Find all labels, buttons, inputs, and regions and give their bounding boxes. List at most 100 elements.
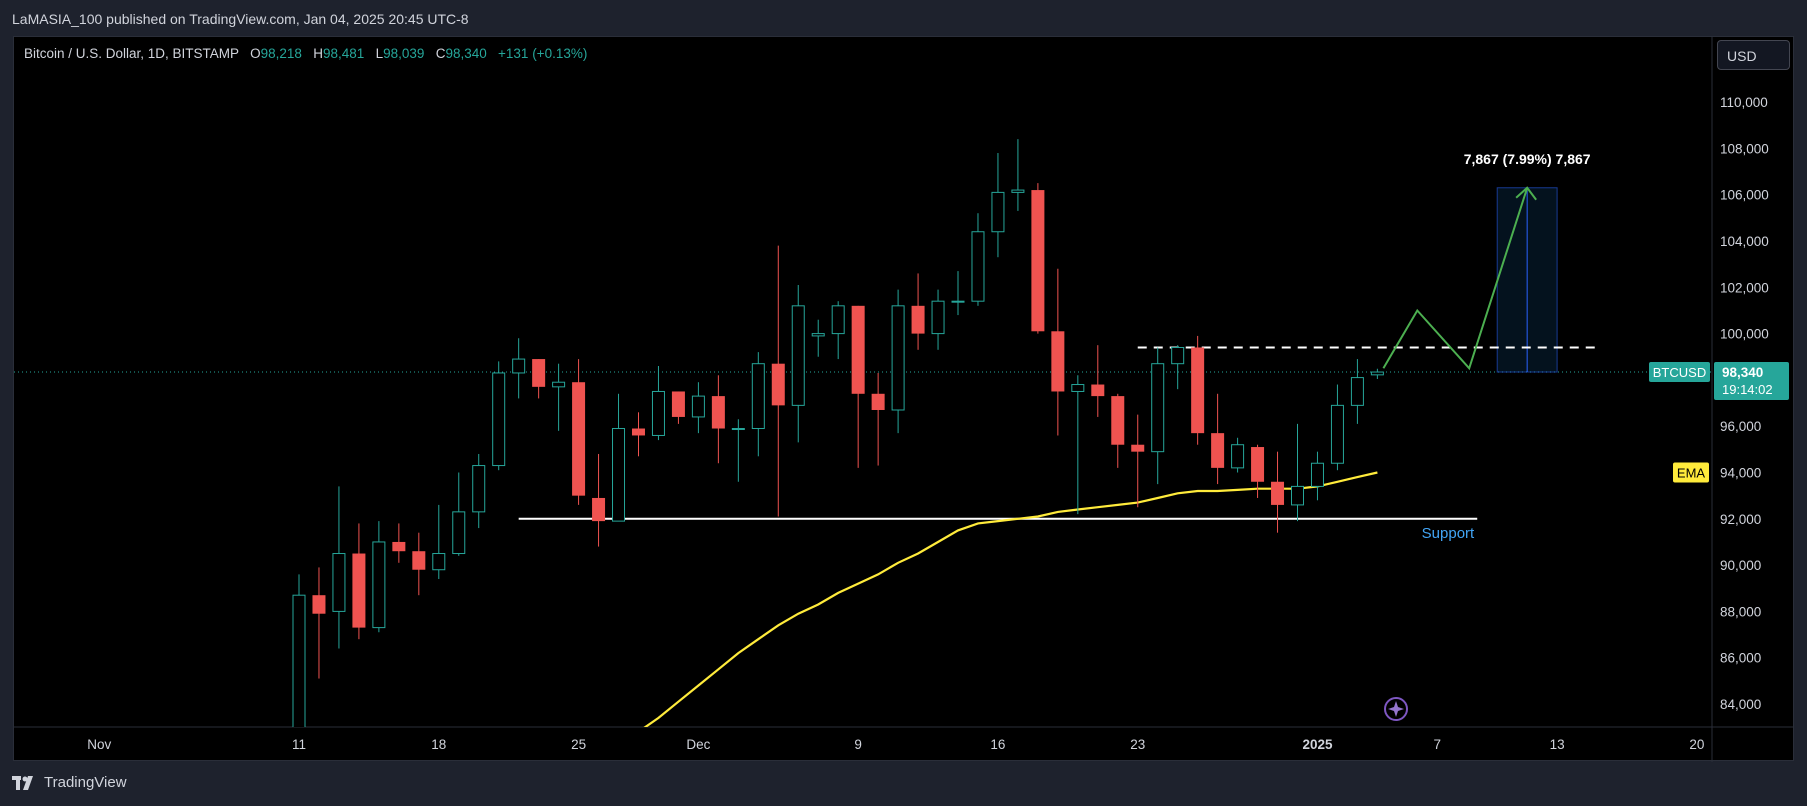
projection-path — [1382, 187, 1529, 371]
legend-close-label: C — [435, 46, 446, 61]
candle-body — [791, 305, 805, 406]
candle-body — [651, 390, 665, 436]
candle-body — [392, 541, 406, 552]
candle-body — [552, 381, 566, 388]
candle-body — [352, 553, 366, 628]
candle-body — [532, 359, 546, 387]
x-tick-label: Nov — [87, 737, 111, 752]
candle-body — [492, 372, 506, 467]
projection-arrowhead — [1515, 186, 1537, 201]
publish-info: LaMASIA_100 published on TradingView.com… — [12, 11, 469, 27]
y-tick-label: 104,000 — [1720, 234, 1769, 249]
legend-symbol: Bitcoin / U.S. Dollar, 1D, BITSTAMP — [24, 46, 239, 61]
x-tick-label: Dec — [686, 737, 710, 752]
candle-body — [751, 363, 765, 430]
candle-body — [991, 191, 1005, 233]
candle-body — [1191, 347, 1205, 434]
candle-body — [1031, 190, 1045, 332]
tradingview-logo-icon — [12, 775, 33, 790]
legend-low-label: L — [375, 46, 384, 61]
candle-body — [731, 428, 745, 431]
candle-body — [432, 553, 446, 571]
candle-body — [1111, 396, 1125, 445]
candle-body — [1291, 485, 1304, 506]
y-tick-label: 86,000 — [1720, 651, 1761, 666]
candle-body — [831, 305, 845, 335]
candle-body — [871, 393, 885, 410]
x-tick-label: 25 — [571, 737, 586, 752]
symbol-tag-bg — [1649, 362, 1710, 383]
sparkle-icon-star — [1388, 701, 1404, 717]
ema-tag-label: EMA — [1677, 466, 1706, 481]
candle-body — [1011, 189, 1025, 193]
legend-change: +131 (+0.13%) — [498, 46, 588, 61]
y-tick-label: 94,000 — [1720, 466, 1761, 481]
legend-open-label: O — [250, 46, 261, 61]
y-tick-label: 102,000 — [1720, 280, 1769, 295]
sparkle-icon-ring — [1384, 697, 1408, 721]
candle-body — [931, 300, 945, 335]
candle-body — [891, 305, 905, 411]
y-tick-label: 100,000 — [1720, 327, 1769, 342]
candle-body — [1211, 433, 1225, 468]
y-tick-label: 108,000 — [1720, 141, 1769, 156]
candle-body — [1171, 346, 1185, 365]
y-tick-label: 110,000 — [1720, 95, 1768, 110]
candle-body — [771, 363, 785, 406]
y-tick-label: 106,000 — [1720, 188, 1769, 203]
candle-body — [951, 300, 965, 303]
candle-body — [691, 395, 705, 418]
candle-body — [1151, 363, 1165, 453]
candle-body — [332, 553, 346, 612]
y-tick-label: 90,000 — [1720, 558, 1761, 573]
candle-body — [1251, 447, 1265, 482]
x-tick-label: 20 — [1689, 737, 1704, 752]
currency-button[interactable]: USD — [1717, 40, 1790, 70]
y-tick-label: 96,000 — [1720, 419, 1761, 434]
candle-body — [592, 497, 606, 522]
y-tick-label: 92,000 — [1720, 512, 1761, 527]
candle-body — [911, 305, 925, 334]
x-tick-label: 16 — [990, 737, 1005, 752]
candle-body — [292, 594, 306, 727]
price-tag-bg — [1714, 362, 1789, 401]
candle-body — [1071, 384, 1085, 392]
support-label: Support — [1422, 525, 1475, 542]
candle-body — [1350, 377, 1364, 406]
candle-body — [312, 595, 326, 614]
candle-body — [1231, 444, 1245, 469]
candle-body — [811, 333, 825, 337]
sparkle-icon — [1384, 697, 1408, 721]
footer-brand: TradingView — [12, 774, 127, 791]
candle-body — [372, 541, 386, 629]
measure-label: 7,867 (7.99%) 7,867 — [1464, 151, 1591, 167]
legend-close-value: 98,340 — [445, 46, 487, 61]
x-tick-label: 13 — [1550, 737, 1565, 752]
candle-body — [1310, 462, 1324, 487]
candle-body — [1131, 444, 1145, 452]
x-tick-label: 7 — [1434, 737, 1442, 752]
candle-body — [851, 305, 865, 394]
candle-body — [631, 428, 645, 436]
symbol-tag-label: BTCUSD — [1653, 365, 1706, 380]
x-tick-label: 11 — [292, 737, 306, 752]
candle-body — [1370, 371, 1384, 376]
candle-body — [711, 396, 725, 429]
legend-open-value: 98,218 — [260, 46, 302, 61]
ema-line — [643, 471, 1378, 727]
candle-body — [671, 391, 685, 417]
candle-body — [1271, 481, 1285, 505]
legend-high-label: H — [313, 46, 323, 61]
candle-body — [971, 231, 985, 302]
x-tick-label: 2025 — [1302, 737, 1333, 752]
plot-area — [14, 139, 1712, 727]
y-tick-label: 84,000 — [1720, 697, 1761, 712]
candle-body — [1051, 331, 1065, 392]
price-tag-value: 98,340 — [1722, 365, 1763, 380]
candle-body — [452, 511, 466, 555]
symbol-legend: Bitcoin / U.S. Dollar, 1D, BITSTAMP O98,… — [24, 46, 587, 61]
legend-low-value: 98,039 — [383, 46, 425, 61]
candle-body — [412, 551, 426, 570]
price-tag-countdown: 19:14:02 — [1722, 382, 1773, 397]
